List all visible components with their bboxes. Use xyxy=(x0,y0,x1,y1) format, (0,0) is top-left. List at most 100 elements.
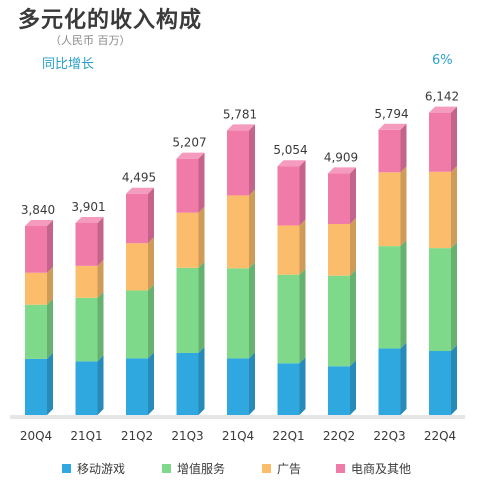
unit-label: （人民币 百万） xyxy=(50,34,131,47)
bar-segment xyxy=(328,223,350,276)
total-label: 5,781 xyxy=(223,107,257,121)
total-label: 6,142 xyxy=(425,90,459,104)
bar-segment xyxy=(176,352,199,415)
bar-top xyxy=(126,187,154,194)
bar-segment-side xyxy=(97,355,104,415)
bar-top xyxy=(429,106,457,113)
bar-segment-side xyxy=(400,166,407,247)
bar-segment xyxy=(277,274,300,364)
bar-segment xyxy=(126,193,148,244)
bar-segment-side xyxy=(249,262,255,359)
bar-segment xyxy=(75,297,98,362)
bar-segment xyxy=(176,158,199,213)
legend-label: 电商及其他 xyxy=(351,462,412,476)
category-label: 21Q2 xyxy=(121,429,153,443)
bar-segment xyxy=(328,366,350,415)
chart-title: 多元化的收入构成 xyxy=(18,8,203,33)
category-label: 22Q1 xyxy=(272,429,304,443)
yoy-label: 同比增长 xyxy=(42,57,95,72)
bar-segment xyxy=(75,361,98,415)
bar-segment-side xyxy=(451,165,457,249)
chart-baseline xyxy=(10,415,465,419)
bar-top xyxy=(328,167,356,174)
bar-segment xyxy=(429,248,451,351)
category-label: 22Q2 xyxy=(323,429,355,443)
bar-segment xyxy=(126,358,148,415)
legend-item-ecommerce: 电商及其他 xyxy=(336,460,411,477)
bar-segment xyxy=(277,363,300,415)
total-label: 5,207 xyxy=(172,136,206,150)
category-label: 21Q3 xyxy=(171,429,203,443)
bar-segment xyxy=(378,348,401,415)
legend-item-mobile-games: 移动游戏 xyxy=(62,460,125,477)
legend-label: 移动游戏 xyxy=(77,462,126,476)
bar-top xyxy=(75,216,104,223)
bar-segment-side xyxy=(451,345,457,415)
bar-segment-side xyxy=(400,342,407,415)
bar-segment-side xyxy=(350,360,356,415)
bar-segment-side xyxy=(198,346,205,415)
bar-top xyxy=(176,152,205,159)
category-label: 22Q3 xyxy=(373,429,405,443)
bar-segment xyxy=(277,225,300,275)
bar-segment xyxy=(429,351,451,415)
total-label: 4,909 xyxy=(324,150,358,164)
bar-segment-side xyxy=(299,268,306,364)
bar-segment xyxy=(277,166,300,226)
bar-segment xyxy=(429,171,451,249)
bar-segment-side xyxy=(299,160,306,226)
bar-segment xyxy=(25,304,47,359)
bar-segment xyxy=(25,358,47,415)
category-label: 22Q4 xyxy=(424,429,456,443)
bar-segment-side xyxy=(350,167,356,224)
bar-segment-side xyxy=(350,269,356,367)
total-label: 5,054 xyxy=(273,143,307,157)
bar-segment-side xyxy=(148,237,154,291)
bar-segment-side xyxy=(299,219,306,275)
total-label: 3,840 xyxy=(21,203,55,217)
bar-segment-side xyxy=(249,189,255,269)
bar-segment-side xyxy=(249,124,255,196)
bar-segment xyxy=(25,272,47,305)
legend-swatch xyxy=(336,464,345,473)
legend-label: 广告 xyxy=(277,462,302,476)
bar-top xyxy=(378,123,407,130)
category-label: 21Q1 xyxy=(70,429,102,443)
stacked-bar-chart: 3,840 20Q4 3,901 21Q1 4,495 21Q2 5,207 21Q3 5,78… xyxy=(10,90,465,443)
bar-segment-side xyxy=(299,357,306,415)
legend-swatch xyxy=(262,464,271,473)
bar-segment-side xyxy=(400,240,407,349)
bar-segment-side xyxy=(451,242,457,351)
legend: 移动游戏 增值服务 广告 电商及其他 xyxy=(0,460,500,480)
bar-segment xyxy=(227,358,249,415)
bar-segment-side xyxy=(97,259,104,298)
bar-segment xyxy=(176,267,199,353)
bar-segment xyxy=(227,130,249,196)
bar-segment xyxy=(328,173,350,224)
bar-segment-side xyxy=(47,266,53,305)
bar-segment xyxy=(429,112,451,172)
bar-segment-side xyxy=(198,152,205,213)
bar-segment-side xyxy=(47,352,53,415)
legend-swatch xyxy=(162,464,171,473)
legend-item-vas: 增值服务 xyxy=(162,460,225,477)
bar-top xyxy=(25,219,53,226)
total-label: 4,495 xyxy=(122,171,156,185)
bar-segment xyxy=(176,212,199,268)
bar-segment xyxy=(227,268,249,359)
bar-segment xyxy=(378,129,401,173)
bar-segment-side xyxy=(148,187,154,244)
bar-segment-side xyxy=(198,206,205,268)
bar-segment-side xyxy=(350,217,356,276)
bar-segment-side xyxy=(400,123,407,173)
bar-segment xyxy=(126,290,148,359)
bar-top xyxy=(227,124,255,131)
legend-item-ads: 广告 xyxy=(262,460,301,477)
yoy-value: 6% xyxy=(432,53,453,68)
bar-segment-side xyxy=(148,352,154,415)
category-label: 21Q4 xyxy=(222,429,254,443)
bar-segment xyxy=(227,195,249,269)
total-label: 3,901 xyxy=(71,200,105,214)
legend-label: 增值服务 xyxy=(177,462,226,476)
legend-swatch xyxy=(62,464,71,473)
